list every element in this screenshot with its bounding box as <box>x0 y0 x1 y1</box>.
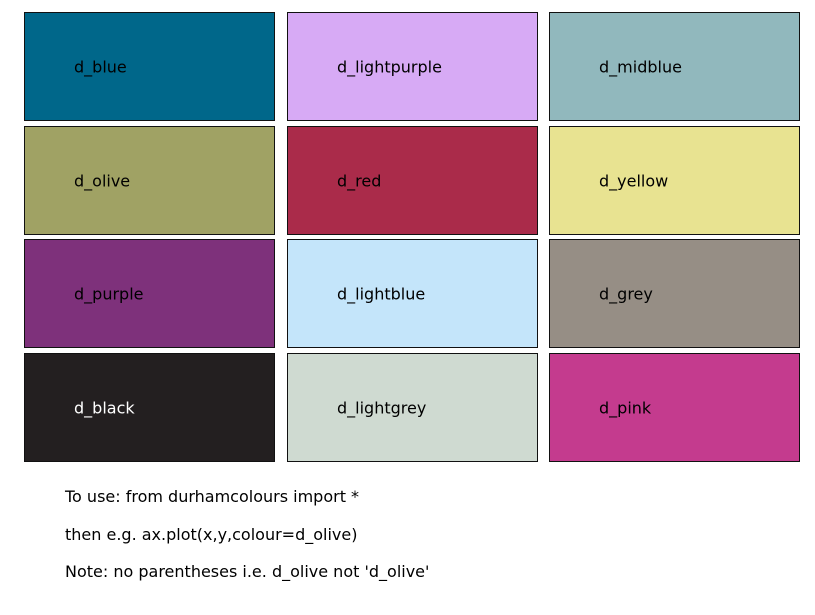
swatch-label: d_pink <box>599 398 652 417</box>
swatch-label: d_grey <box>599 284 653 303</box>
swatch-d-red: d_red <box>287 126 538 235</box>
swatch-d-pink: d_pink <box>549 353 800 462</box>
swatch-d-olive: d_olive <box>24 126 275 235</box>
swatch-d-black: d_black <box>24 353 275 462</box>
swatch-label: d_lightgrey <box>337 398 427 417</box>
swatch-label: d_red <box>337 171 382 190</box>
swatch-label: d_olive <box>74 171 131 190</box>
usage-note-import: To use: from durhamcolours import * <box>65 487 360 506</box>
swatch-label: d_purple <box>74 284 144 303</box>
swatch-d-yellow: d_yellow <box>549 126 800 235</box>
swatch-label: d_yellow <box>599 171 669 190</box>
usage-note-example: then e.g. ax.plot(x,y,colour=d_olive) <box>65 525 358 544</box>
swatch-label: d_black <box>74 398 135 417</box>
swatch-label: d_lightblue <box>337 284 426 303</box>
swatch-d-lightpurple: d_lightpurple <box>287 12 538 121</box>
swatch-label: d_midblue <box>599 57 682 76</box>
swatch-d-blue: d_blue <box>24 12 275 121</box>
swatch-d-lightgrey: d_lightgrey <box>287 353 538 462</box>
swatch-d-midblue: d_midblue <box>549 12 800 121</box>
swatch-label: d_lightpurple <box>337 57 442 76</box>
swatch-d-lightblue: d_lightblue <box>287 239 538 348</box>
usage-note-parentheses: Note: no parentheses i.e. d_olive not 'd… <box>65 562 430 581</box>
swatch-d-grey: d_grey <box>549 239 800 348</box>
swatch-d-purple: d_purple <box>24 239 275 348</box>
swatch-label: d_blue <box>74 57 127 76</box>
